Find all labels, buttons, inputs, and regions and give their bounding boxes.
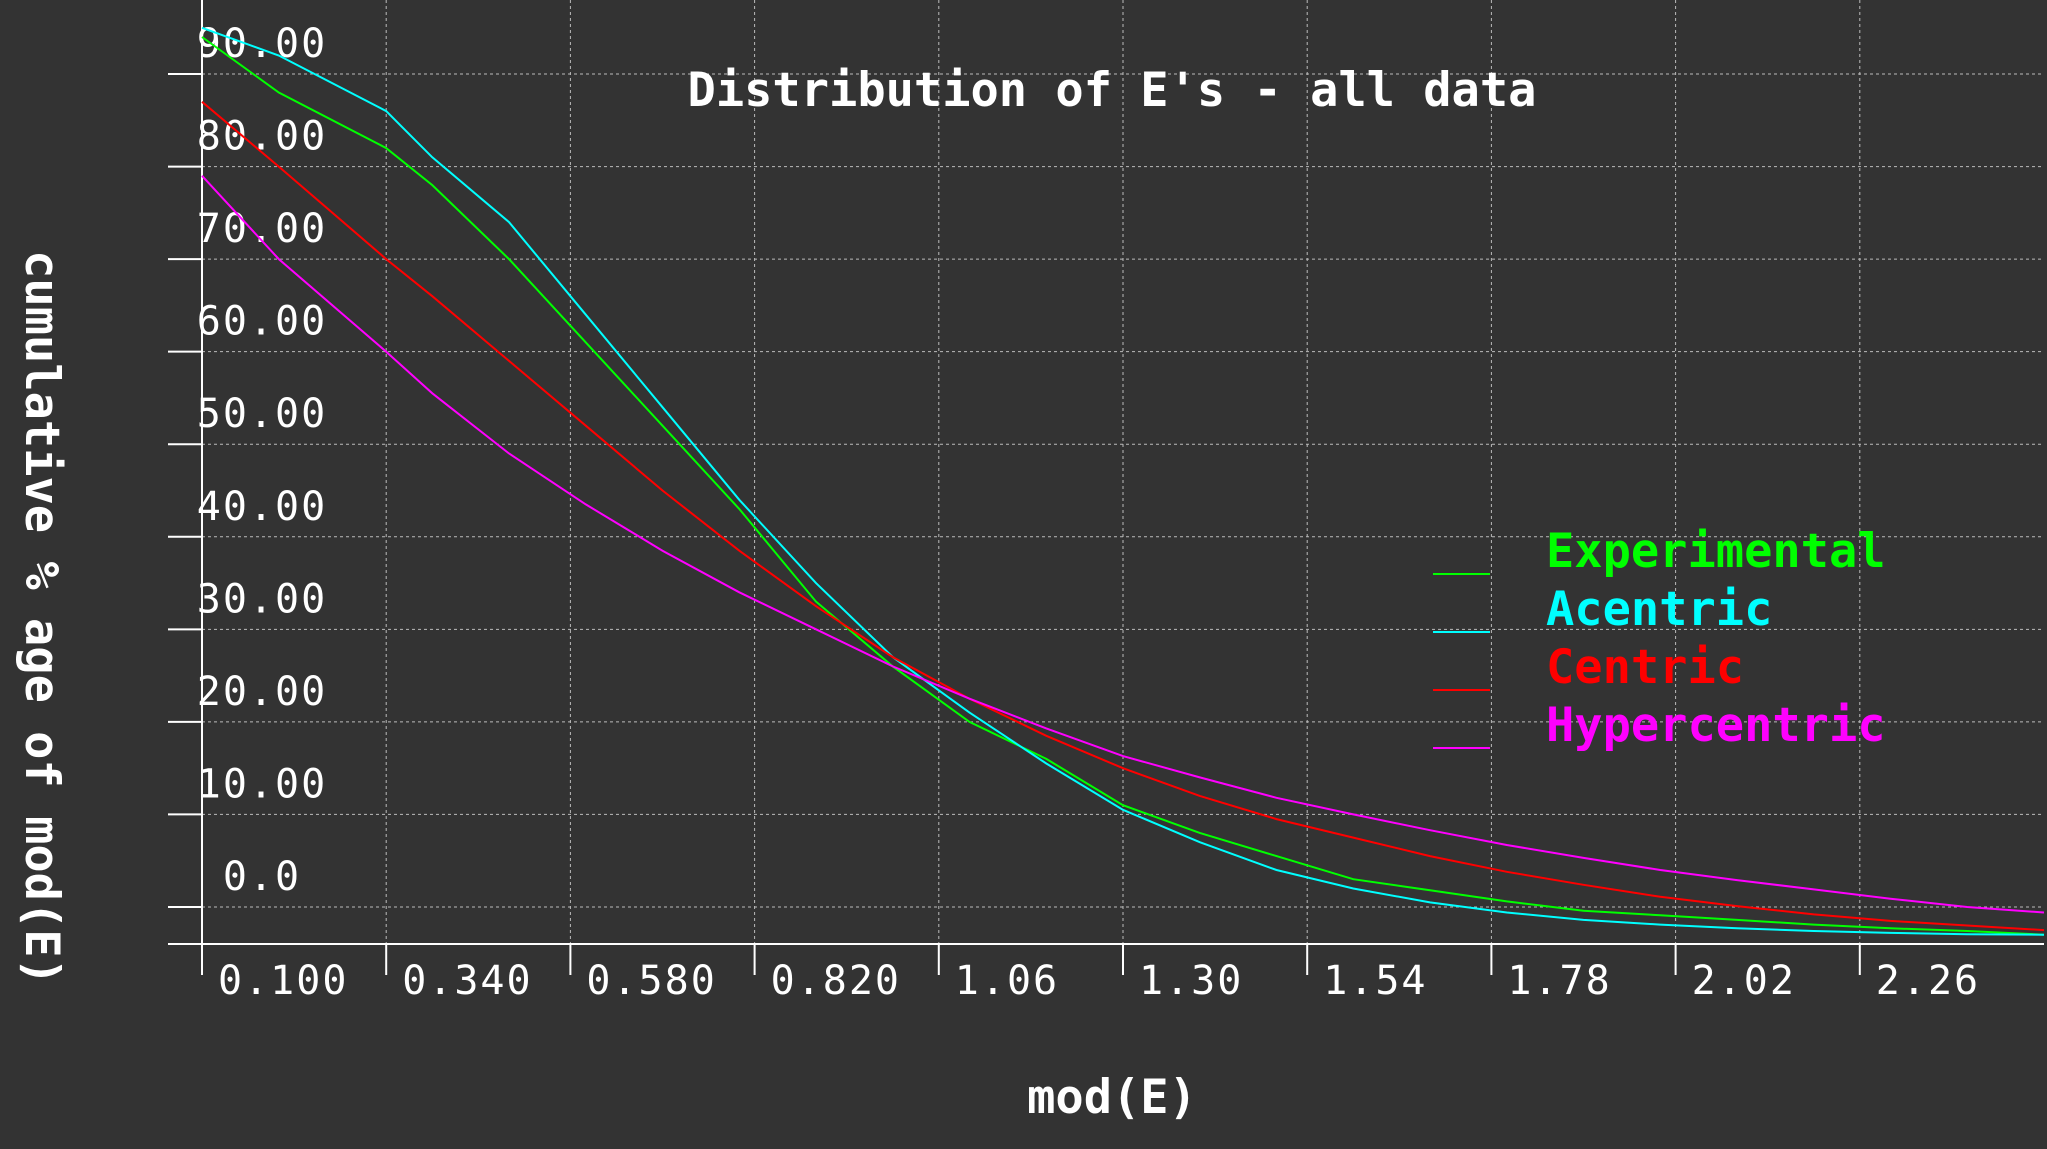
y-tick-label: 0.0	[223, 854, 301, 900]
x-tick-label: 2.02	[1692, 958, 1796, 1004]
y-tick-label: 20.00	[197, 669, 327, 715]
series-line-experimental	[201, 36, 2045, 936]
chart-title: Distribution of E's - all data	[688, 63, 1537, 118]
series-line-centric	[201, 101, 2045, 932]
legend-label-hypercentric: Hypercentric	[1546, 698, 1886, 753]
x-tick-label: 0.340	[402, 958, 532, 1004]
legend-label-acentric: Acentric	[1546, 582, 1772, 637]
x-tick-label: 2.26	[1876, 958, 1980, 1004]
tick-labels: 90.0080.0070.0060.0050.0040.0030.0020.00…	[197, 21, 1980, 1004]
axes	[168, 0, 2044, 975]
x-tick-label: 1.54	[1323, 958, 1427, 1004]
x-tick-label: 0.820	[771, 958, 901, 1004]
x-tick-label: 0.580	[586, 958, 716, 1004]
x-tick-label: 1.30	[1139, 958, 1243, 1004]
series-line-hypercentric	[201, 175, 2045, 914]
x-axis-label: mod(E)	[1027, 1070, 1197, 1125]
series-line-acentric	[201, 26, 2045, 936]
series-lines	[201, 26, 2045, 936]
y-tick-label: 10.00	[197, 761, 327, 807]
y-tick-label: 40.00	[197, 484, 327, 530]
y-tick-label: 50.00	[197, 391, 327, 437]
x-tick-label: 0.100	[218, 958, 348, 1004]
y-tick-label: 30.00	[197, 576, 327, 622]
x-tick-label: 1.06	[955, 958, 1059, 1004]
legend-label-centric: Centric	[1546, 640, 1744, 695]
y-axis-label: cumulative % age of mod(E)	[14, 250, 69, 986]
x-tick-label: 1.78	[1507, 958, 1611, 1004]
y-tick-label: 70.00	[197, 206, 327, 252]
legend-label-experimental: Experimental	[1546, 524, 1886, 579]
y-tick-label: 60.00	[197, 299, 327, 345]
y-tick-label: 90.00	[197, 21, 327, 67]
